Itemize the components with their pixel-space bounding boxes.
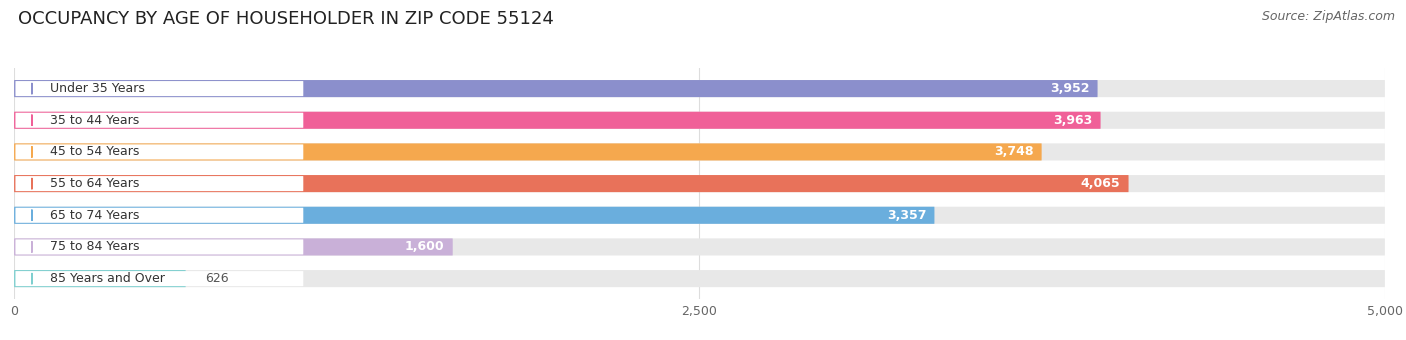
FancyBboxPatch shape <box>15 176 304 191</box>
FancyBboxPatch shape <box>14 143 1042 160</box>
Text: 55 to 64 Years: 55 to 64 Years <box>49 177 139 190</box>
FancyBboxPatch shape <box>14 238 1385 255</box>
Text: 75 to 84 Years: 75 to 84 Years <box>49 240 139 253</box>
FancyBboxPatch shape <box>15 271 304 286</box>
FancyBboxPatch shape <box>14 143 1385 160</box>
Text: 4,065: 4,065 <box>1081 177 1121 190</box>
FancyBboxPatch shape <box>14 270 1385 287</box>
Text: OCCUPANCY BY AGE OF HOUSEHOLDER IN ZIP CODE 55124: OCCUPANCY BY AGE OF HOUSEHOLDER IN ZIP C… <box>18 10 554 28</box>
FancyBboxPatch shape <box>15 144 304 159</box>
Text: 3,952: 3,952 <box>1050 82 1090 95</box>
Text: 626: 626 <box>205 272 229 285</box>
Text: 3,748: 3,748 <box>994 146 1033 158</box>
Text: 3,963: 3,963 <box>1053 114 1092 127</box>
FancyBboxPatch shape <box>14 112 1385 129</box>
FancyBboxPatch shape <box>14 238 453 255</box>
FancyBboxPatch shape <box>14 207 1385 224</box>
FancyBboxPatch shape <box>14 270 186 287</box>
FancyBboxPatch shape <box>15 239 304 254</box>
FancyBboxPatch shape <box>14 112 1101 129</box>
FancyBboxPatch shape <box>14 207 935 224</box>
Text: Source: ZipAtlas.com: Source: ZipAtlas.com <box>1261 10 1395 23</box>
FancyBboxPatch shape <box>14 175 1385 192</box>
Text: 1,600: 1,600 <box>405 240 444 253</box>
FancyBboxPatch shape <box>14 175 1129 192</box>
Text: Under 35 Years: Under 35 Years <box>49 82 145 95</box>
FancyBboxPatch shape <box>15 81 304 96</box>
Text: 65 to 74 Years: 65 to 74 Years <box>49 209 139 222</box>
Text: 85 Years and Over: 85 Years and Over <box>49 272 165 285</box>
Text: 3,357: 3,357 <box>887 209 927 222</box>
Text: 35 to 44 Years: 35 to 44 Years <box>49 114 139 127</box>
FancyBboxPatch shape <box>14 80 1385 97</box>
FancyBboxPatch shape <box>15 208 304 223</box>
FancyBboxPatch shape <box>14 80 1098 97</box>
FancyBboxPatch shape <box>15 113 304 128</box>
Text: 45 to 54 Years: 45 to 54 Years <box>49 146 139 158</box>
